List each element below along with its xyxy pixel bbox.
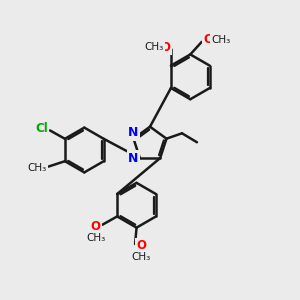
Text: CH₃: CH₃ xyxy=(28,163,47,173)
Text: CH₃: CH₃ xyxy=(145,42,164,52)
Text: CH₃: CH₃ xyxy=(131,253,151,262)
Text: O: O xyxy=(160,40,170,54)
Text: CH₃: CH₃ xyxy=(212,35,231,45)
Text: O: O xyxy=(136,239,146,252)
Text: O: O xyxy=(203,33,213,46)
Text: N: N xyxy=(128,152,138,164)
Text: O: O xyxy=(91,220,101,233)
Text: N: N xyxy=(128,126,139,139)
Text: Cl: Cl xyxy=(35,122,48,135)
Text: CH₃: CH₃ xyxy=(86,233,105,243)
